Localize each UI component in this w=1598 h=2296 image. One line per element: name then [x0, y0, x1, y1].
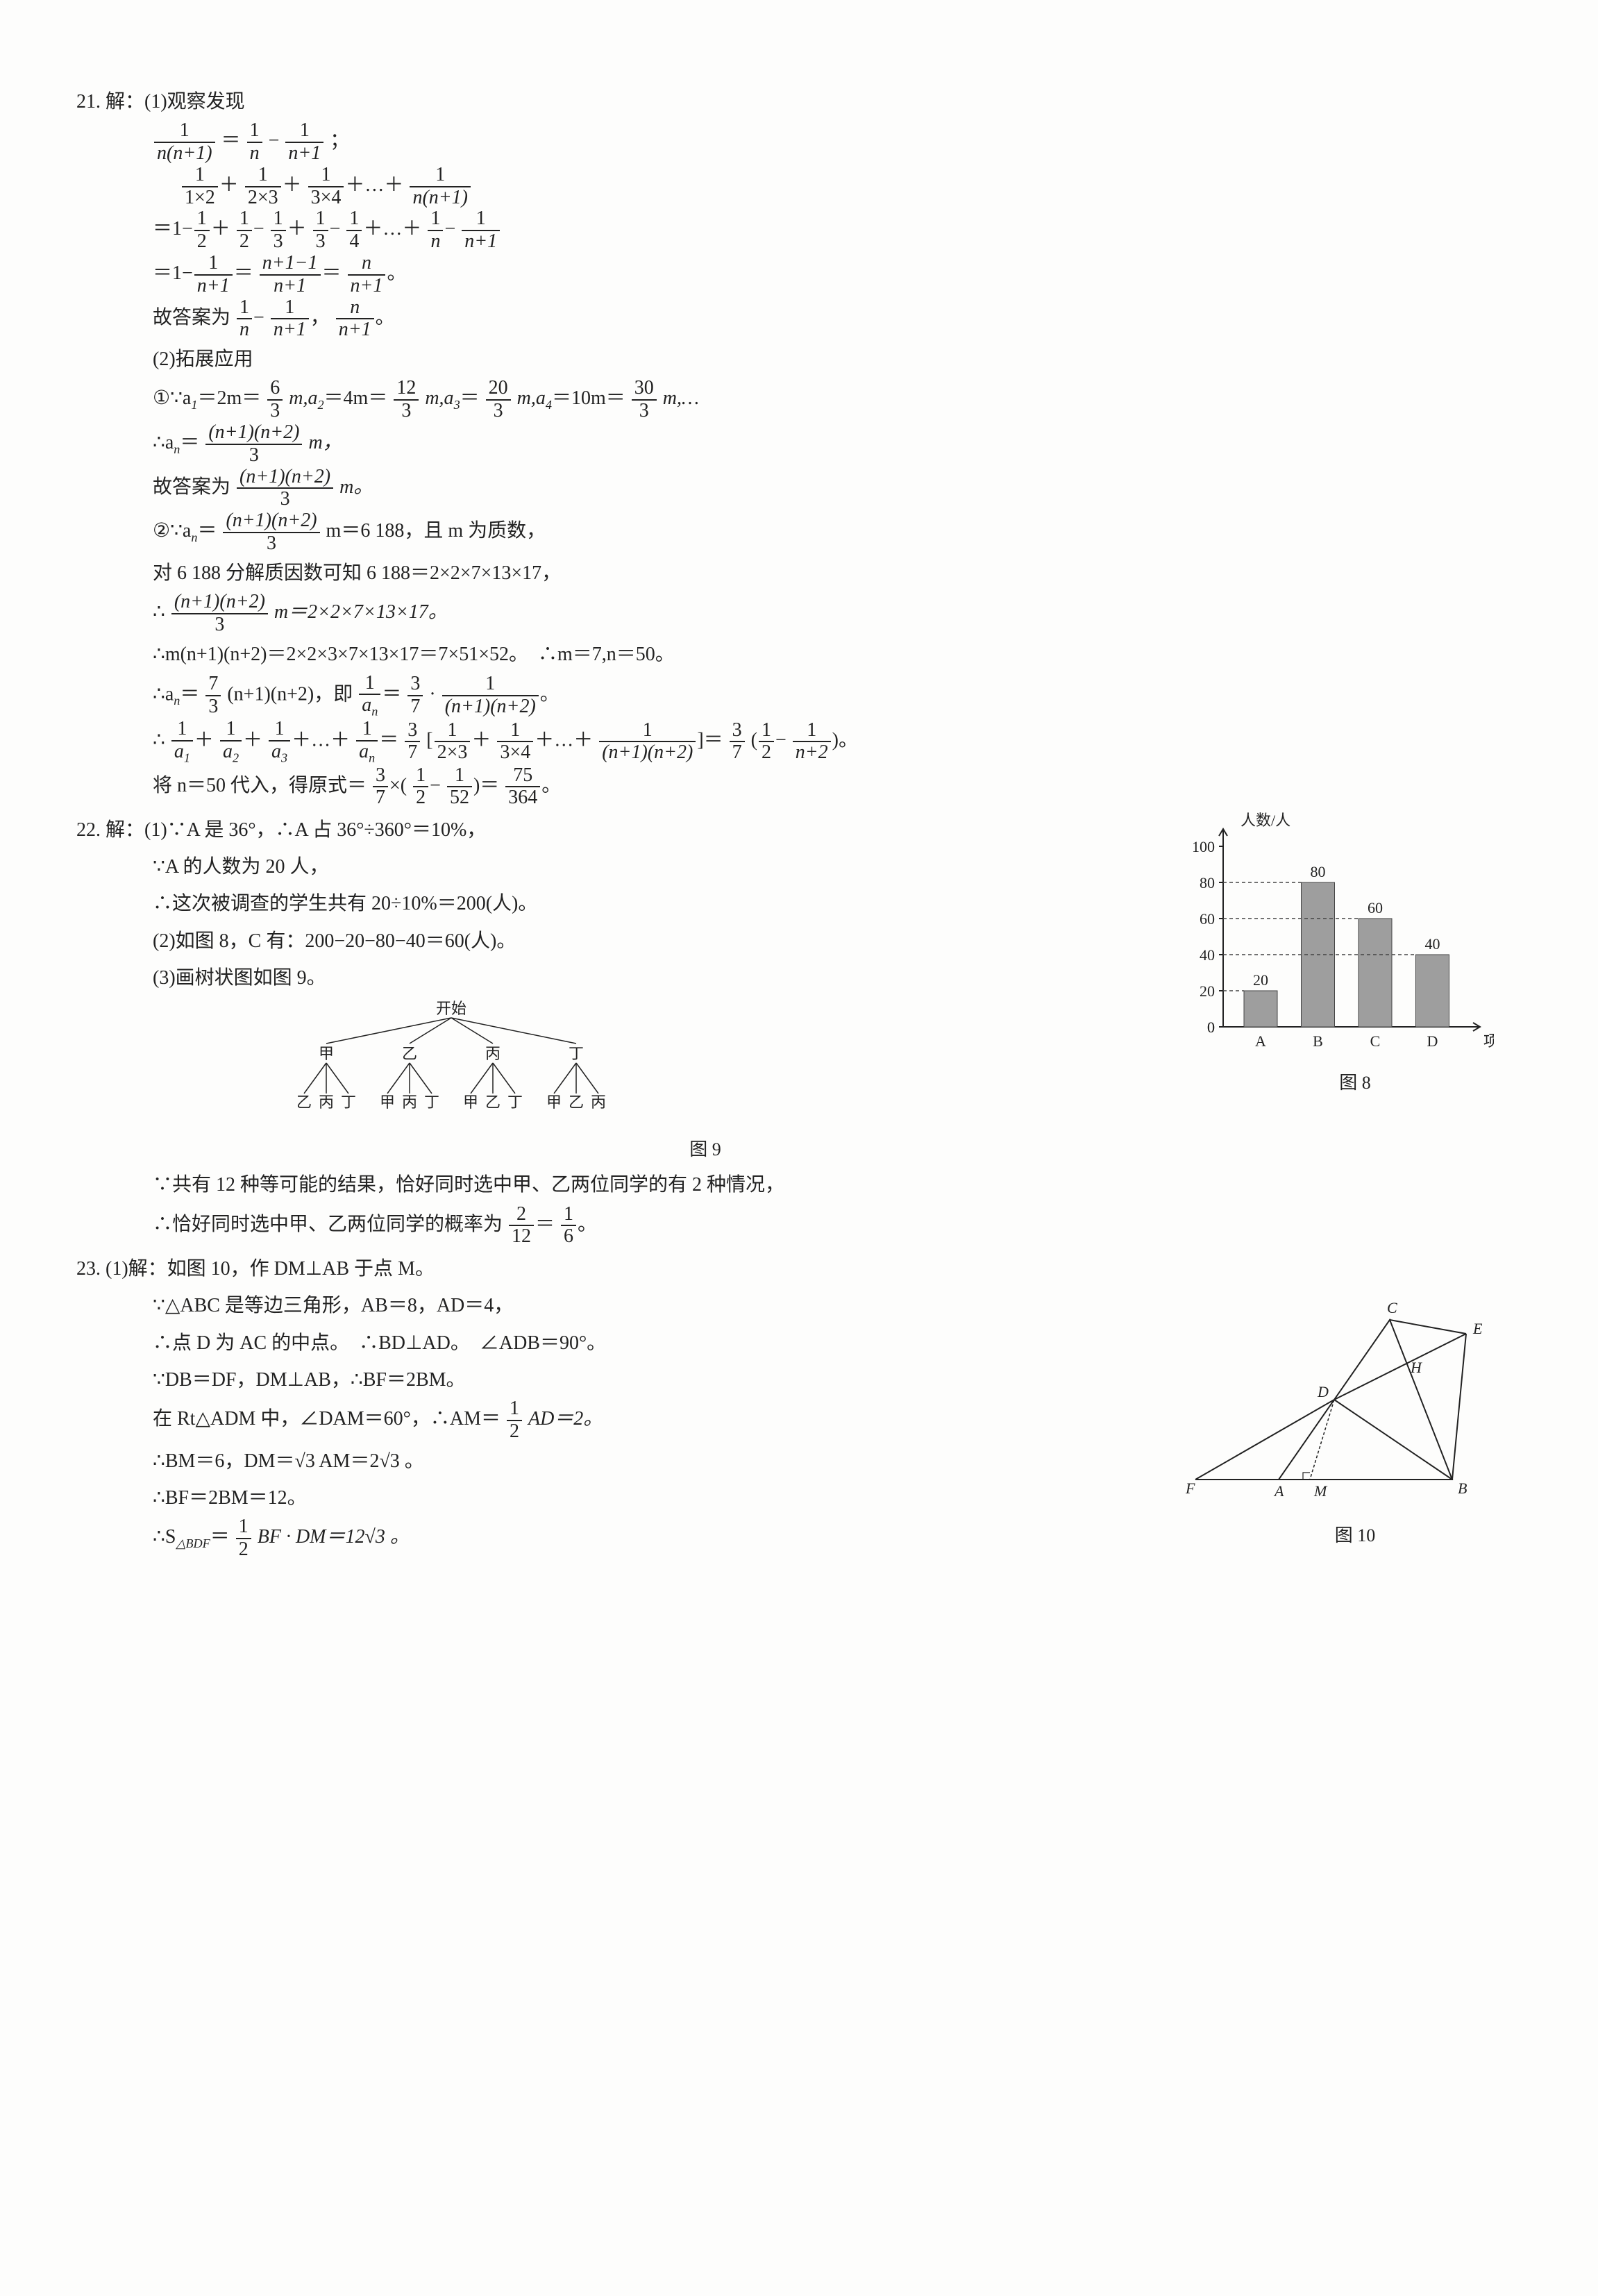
q21-p2-l9: ∴ 1a1＋ 1a2＋ 1a3＋…＋ 1an＝ 37 [12×3＋ 13×4＋…… — [76, 719, 1536, 764]
svg-text:丁: 丁 — [341, 1093, 356, 1111]
question-22: 22. 解：(1)∵A 是 36°，∴A 占 36°÷360°＝10%， ∵A … — [76, 812, 1536, 1248]
svg-text:80: 80 — [1311, 863, 1326, 880]
q21-p2-l6: ∴ (n+1)(n+2)3 m＝2×2×7×13×17。 — [76, 592, 1536, 636]
bar-chart-svg: 人数/人020406080100020A80B60C40D项目 — [1175, 812, 1494, 1062]
q21-ans1: 故答案为 1n− 1n+1， nn+1。 — [76, 297, 1536, 342]
q23-l7: ∴BF＝2BM＝12。 — [76, 1480, 1154, 1516]
fig10-caption: 图 10 — [1175, 1518, 1536, 1552]
svg-text:F: F — [1185, 1480, 1195, 1497]
q21-p2-l4: ②∵an＝ (n+1)(n+2)3 m＝6 188，且 m 为质数， — [76, 510, 1536, 555]
svg-text:甲: 甲 — [546, 1093, 562, 1111]
q21-p2-l5: 对 6 188 分解质因数可知 6 188＝2×2×7×13×17， — [76, 555, 1536, 592]
svg-text:40: 40 — [1425, 935, 1440, 953]
svg-text:0: 0 — [1207, 1019, 1215, 1036]
q23-l8: ∴S△BDF＝ 12 BF · DM＝12√3 。 — [76, 1516, 1154, 1561]
svg-text:60: 60 — [1200, 910, 1215, 928]
geom-svg: F A M B C D E H — [1175, 1292, 1494, 1514]
svg-text:20: 20 — [1253, 971, 1268, 989]
svg-text:丁: 丁 — [507, 1093, 523, 1111]
q21-line4: ＝1−1n+1＝ n+1−1n+1＝ nn+1。 — [76, 253, 1536, 297]
q21-p2-l8: ∴an＝ 73 (n+1)(n+2)，即 1an＝ 37 · 1(n+1)(n+… — [76, 673, 1536, 719]
q21-p2-l10: 将 n＝50 代入，得原式＝ 37×( 12− 152)＝ 75364。 — [76, 765, 1536, 810]
q23-l2: ∵△ABC 是等边三角形，AB＝8，AD＝4， — [76, 1287, 1154, 1324]
q23-l1: (1)解：如图 10，作 DM⊥AB 于点 M。 — [106, 1258, 435, 1280]
q22-l2: ∵A 的人数为 20 人， — [76, 848, 1154, 885]
svg-text:乙: 乙 — [402, 1045, 417, 1062]
svg-text:人数/人: 人数/人 — [1240, 812, 1290, 829]
svg-text:B: B — [1313, 1032, 1323, 1050]
figure-10: F A M B C D E H 图 10 — [1154, 1250, 1536, 1552]
svg-text:E: E — [1472, 1320, 1483, 1337]
q21-p2-l1: ①∵a1＝2m＝ 63 m,a2＝4m＝ 123 m,a3＝ 203 m,a4＝… — [76, 378, 1536, 422]
svg-text:甲: 甲 — [463, 1093, 478, 1111]
svg-text:开始: 开始 — [436, 1000, 466, 1017]
q23-l5: 在 Rt△ADM 中，∠DAM＝60°，∴AM＝ 12 AD＝2。 — [76, 1398, 1154, 1443]
q22-l3: ∴这次被调查的学生共有 20÷10%＝200(人)。 — [76, 885, 1154, 922]
q21-head: 解：(1)观察发现 — [106, 91, 245, 112]
q22-l4: (2)如图 8，C 有：200−20−80−40＝60(人)。 — [76, 923, 1154, 960]
svg-text:丙: 丙 — [485, 1045, 501, 1062]
fig9-caption: 图 9 — [257, 1132, 1154, 1166]
svg-text:A: A — [1273, 1482, 1284, 1500]
q21-part2-head: (2)拓展应用 — [76, 341, 1536, 378]
svg-text:项目: 项目 — [1483, 1032, 1494, 1050]
svg-text:D: D — [1317, 1383, 1329, 1400]
q23-l6: ∴BM＝6，DM＝√3 AM＝2√3 。 — [76, 1443, 1154, 1480]
svg-text:80: 80 — [1200, 874, 1215, 891]
svg-text:乙: 乙 — [485, 1093, 501, 1111]
q23-l4: ∵DB＝DF，DM⊥AB，∴BF＝2BM。 — [76, 1361, 1154, 1398]
question-21: 21. 解：(1)观察发现 1n(n+1) ＝ 1n − 1n+1 ； 11×2… — [76, 83, 1536, 809]
svg-text:100: 100 — [1192, 838, 1215, 855]
svg-text:M: M — [1313, 1482, 1328, 1500]
svg-text:20: 20 — [1200, 982, 1215, 1000]
tree-diagram: 开始甲乙丙丁乙甲丙丁丙甲乙丁丁甲乙丙 图 9 — [76, 996, 1154, 1166]
svg-text:甲: 甲 — [319, 1045, 334, 1062]
svg-text:H: H — [1410, 1359, 1422, 1376]
q22-l1: 解：(1)∵A 是 36°，∴A 占 36°÷360°＝10%， — [106, 819, 486, 841]
svg-text:C: C — [1370, 1032, 1381, 1050]
q21-line2: 11×2＋ 12×3＋ 13×4＋…＋ 1n(n+1) — [76, 165, 1536, 209]
svg-text:乙: 乙 — [569, 1093, 584, 1111]
svg-text:甲: 甲 — [380, 1093, 395, 1111]
q21-p2-l2: ∴an＝ (n+1)(n+2)3 m， — [76, 422, 1536, 467]
svg-text:乙: 乙 — [296, 1093, 312, 1111]
q22-number: 22. — [76, 819, 101, 841]
fig8-caption: 图 8 — [1175, 1066, 1536, 1100]
svg-text:D: D — [1427, 1032, 1438, 1050]
q21-number: 21. — [76, 91, 101, 112]
q22-l7: ∴恰好同时选中甲、乙两位同学的概率为 212＝ 16。 — [76, 1204, 1154, 1248]
question-23: 23. (1)解：如图 10，作 DM⊥AB 于点 M。 ∵△ABC 是等边三角… — [76, 1250, 1536, 1560]
svg-text:60: 60 — [1368, 899, 1383, 916]
svg-text:B: B — [1458, 1480, 1467, 1497]
svg-text:丁: 丁 — [569, 1045, 584, 1062]
q21-p2-l7: ∴m(n+1)(n+2)＝2×2×3×7×13×17＝7×51×52。 ∴m＝7… — [76, 636, 1536, 673]
svg-text:C: C — [1387, 1299, 1397, 1316]
figure-8: 人数/人020406080100020A80B60C40D项目 图 8 — [1154, 812, 1536, 1100]
svg-text:丁: 丁 — [424, 1093, 439, 1111]
svg-text:丙: 丙 — [591, 1093, 606, 1111]
q23-number: 23. — [76, 1258, 101, 1280]
tree-svg: 开始甲乙丙丁乙甲丙丁丙甲乙丁丁甲乙丙 — [257, 996, 646, 1128]
svg-text:40: 40 — [1200, 946, 1215, 964]
svg-text:丙: 丙 — [319, 1093, 334, 1111]
q21-line1: 1n(n+1) ＝ 1n − 1n+1 ； — [76, 120, 1536, 165]
q22-l5: (3)画树状图如图 9。 — [76, 960, 1154, 996]
q23-l3: ∴点 D 为 AC 的中点。 ∴BD⊥AD。 ∠ADB＝90°。 — [76, 1325, 1154, 1361]
svg-text:丙: 丙 — [402, 1093, 417, 1111]
svg-text:A: A — [1255, 1032, 1266, 1050]
q21-p2-l3: 故答案为 (n+1)(n+2)3 m。 — [76, 467, 1536, 511]
q21-line3: ＝1−12＋ 12− 13＋ 13− 14＋…＋ 1n− 1n+1 — [76, 208, 1536, 253]
q22-l6: ∵共有 12 种等可能的结果，恰好同时选中甲、乙两位同学的有 2 种情况， — [76, 1166, 1154, 1203]
